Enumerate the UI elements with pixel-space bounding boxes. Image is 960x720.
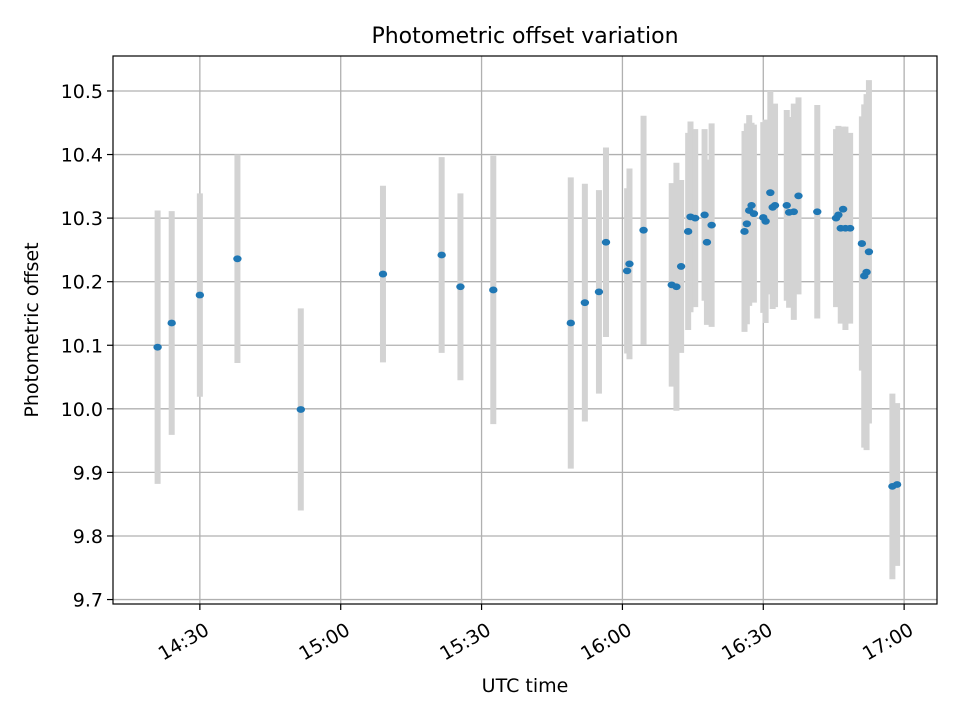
data-point (672, 283, 681, 291)
data-point (770, 201, 780, 209)
data-point (566, 319, 575, 327)
data-point (845, 224, 855, 232)
y-axis-label: Photometric offset (21, 242, 43, 417)
data-point (700, 211, 709, 219)
data-point (195, 291, 205, 299)
data-point (296, 406, 306, 413)
data-point (892, 481, 902, 488)
data-point (707, 221, 716, 229)
data-point (742, 220, 752, 228)
data-point (625, 260, 634, 268)
y-tick-label: 10.0 (61, 399, 103, 421)
data-point (838, 205, 848, 213)
y-axis-ticks: 9.7 9.8 9.9 10.0 10.1 10.2 10.3 10.4 10.5 (61, 81, 113, 612)
data-point (782, 201, 791, 209)
data-point (489, 286, 498, 294)
data-point (789, 208, 798, 216)
y-tick-label: 10.1 (61, 335, 103, 357)
y-tick-label: 10.3 (61, 208, 103, 230)
y-tick-label: 10.4 (61, 145, 103, 167)
y-tick-label: 10.2 (61, 272, 103, 294)
data-point (233, 255, 242, 263)
y-tick-label: 9.8 (73, 526, 103, 548)
data-point (676, 263, 686, 270)
data-point (601, 238, 611, 246)
data-point (761, 217, 770, 225)
data-point (683, 228, 693, 235)
data-point (834, 211, 843, 219)
data-point (862, 268, 871, 276)
data-point (702, 238, 712, 246)
data-point (594, 288, 604, 296)
data-point (747, 201, 756, 209)
data-point (864, 248, 874, 256)
data-point (622, 267, 632, 275)
y-tick-label: 9.7 (73, 590, 103, 612)
data-point (794, 192, 803, 200)
data-point (378, 270, 388, 278)
y-tick-label: 10.5 (61, 81, 103, 103)
data-point (437, 251, 446, 259)
data-points (153, 189, 902, 490)
data-point (153, 343, 162, 351)
data-point (857, 240, 867, 247)
data-point (813, 208, 822, 216)
data-point (580, 299, 590, 307)
x-axis-label: UTC time (482, 675, 569, 697)
plot-frame (112, 55, 938, 605)
chart-title: Photometric offset variation (371, 24, 678, 49)
data-point (766, 189, 775, 197)
data-point (690, 214, 700, 222)
data-point (167, 319, 176, 327)
data-point (456, 283, 465, 291)
data-point (740, 228, 749, 235)
data-point (749, 210, 759, 218)
y-tick-label: 9.9 (73, 462, 103, 484)
data-point (639, 226, 648, 234)
